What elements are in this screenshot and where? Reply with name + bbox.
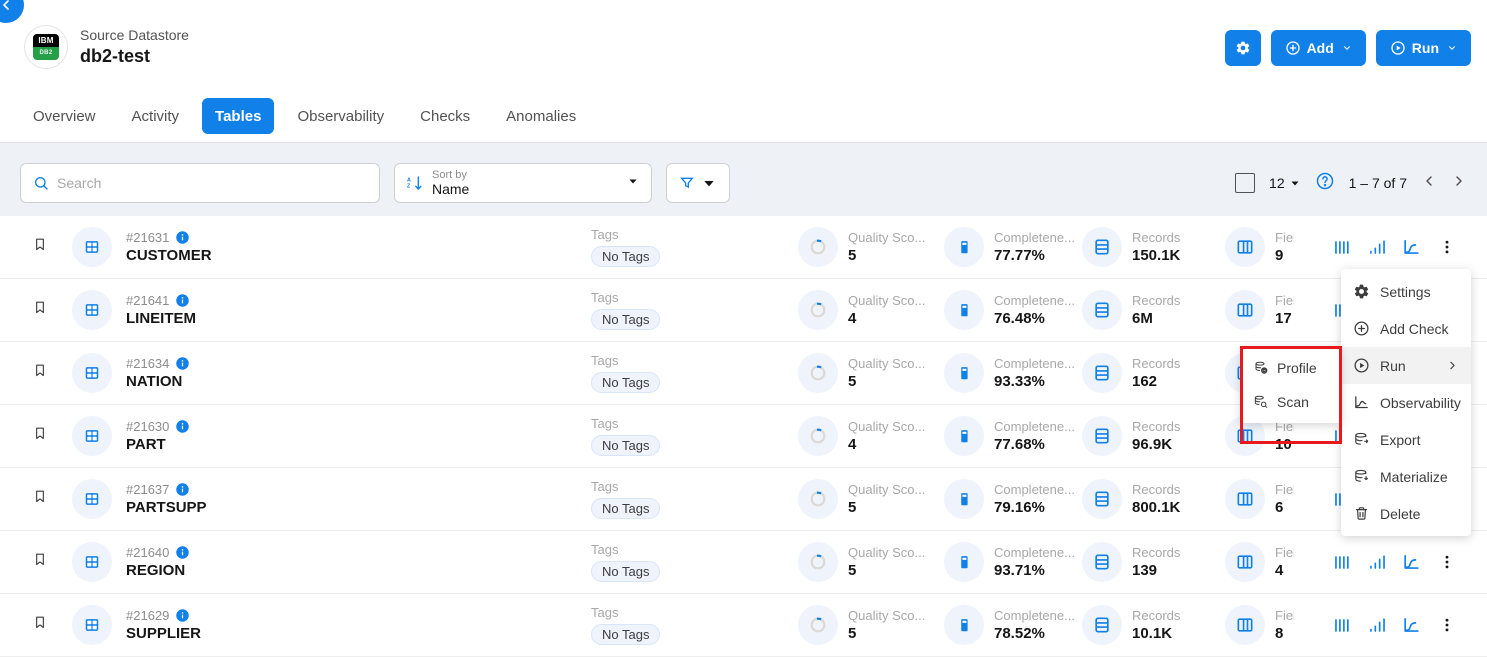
svg-text:Z: Z	[407, 183, 411, 189]
